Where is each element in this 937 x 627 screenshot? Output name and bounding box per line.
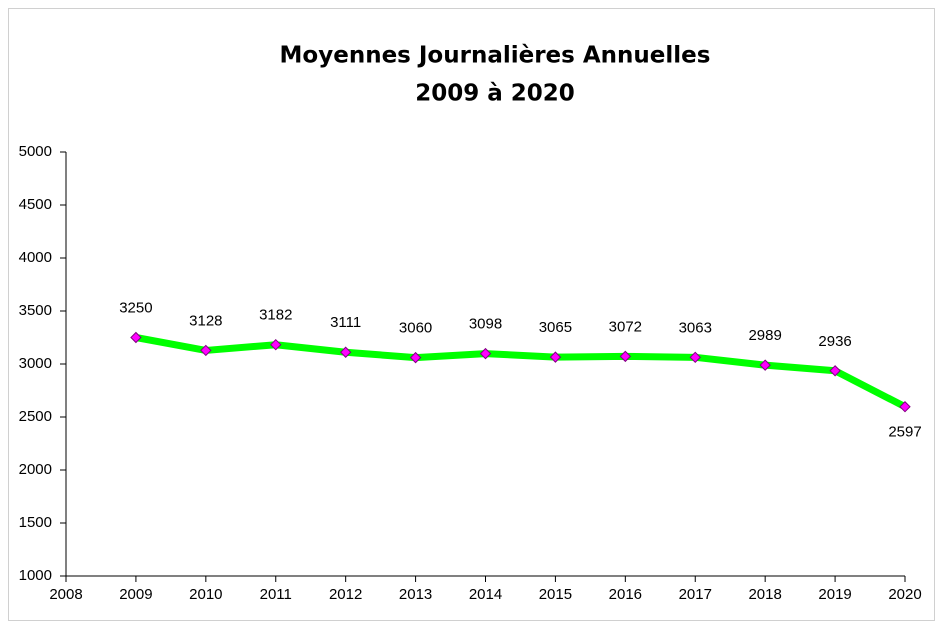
y-tick-label: 3500 (19, 302, 52, 319)
chart-subtitle: 2009 à 2020 (415, 81, 575, 107)
data-label: 3063 (679, 319, 712, 336)
data-label: 3060 (399, 320, 432, 337)
marker (270, 339, 282, 351)
x-tick-label: 2008 (49, 586, 82, 603)
data-label: 2597 (888, 424, 921, 441)
x-tick-label: 2012 (329, 586, 362, 603)
data-label: 3182 (259, 307, 292, 324)
data-label: 3250 (119, 299, 152, 316)
marker (759, 359, 771, 371)
y-tick-label: 2000 (19, 461, 52, 478)
chart-title: Moyennes Journalières Annuelles (280, 43, 711, 69)
chart-border (8, 8, 935, 621)
marker (549, 351, 562, 363)
data-label: 2936 (818, 333, 851, 350)
data-label: 3128 (189, 312, 222, 329)
y-tick-label: 2500 (19, 408, 52, 425)
marker (619, 350, 632, 363)
data-label: 3098 (469, 316, 502, 333)
x-tick-label: 2013 (399, 586, 432, 603)
x-tick-label: 2014 (469, 586, 502, 603)
marker (829, 365, 841, 377)
x-tick-label: 2020 (888, 586, 921, 603)
marker (479, 347, 492, 360)
y-tick-label: 1500 (19, 514, 52, 531)
marker (409, 351, 422, 364)
data-label: 3111 (330, 314, 361, 331)
x-tick-label: 2019 (818, 586, 851, 603)
y-tick-label: 4000 (19, 249, 52, 266)
marker (689, 351, 701, 364)
x-tick-label: 2010 (189, 586, 222, 603)
marker (339, 346, 352, 358)
data-label: 2989 (748, 327, 781, 344)
x-tick-label: 2015 (539, 586, 572, 603)
x-tick-label: 2009 (119, 586, 152, 603)
y-tick-label: 4500 (19, 196, 52, 213)
x-tick-label: 2018 (748, 586, 781, 603)
x-tick-label: 2017 (679, 586, 712, 603)
x-tick-label: 2016 (609, 586, 642, 603)
x-tick-label: 2011 (260, 586, 292, 603)
y-tick-label: 3000 (19, 355, 52, 372)
y-tick-label: 5000 (19, 143, 52, 160)
y-tick-label: 1000 (19, 567, 52, 584)
line-series (135, 334, 907, 410)
marker (130, 331, 142, 344)
marker (200, 344, 212, 357)
data-label: 3065 (539, 319, 572, 336)
data-label: 3072 (609, 318, 642, 335)
marker (899, 401, 911, 413)
